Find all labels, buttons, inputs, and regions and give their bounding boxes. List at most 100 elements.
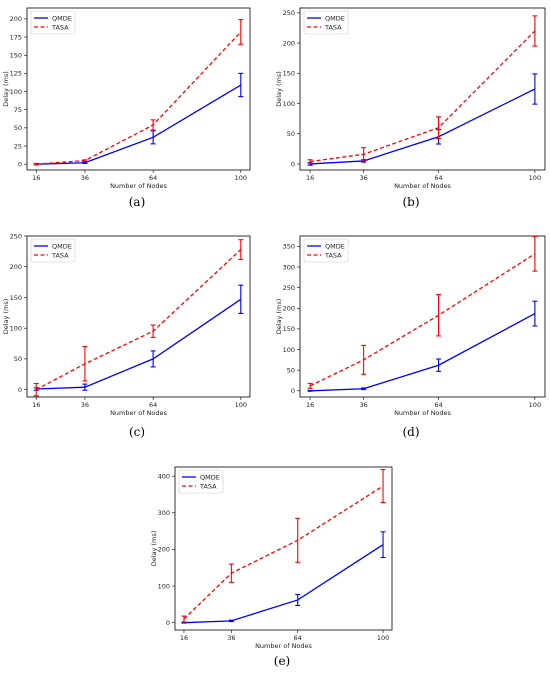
legend-label-qmde: QMDE [325, 14, 345, 22]
error-bar-tasa [436, 294, 442, 337]
error-bar-qmde [82, 383, 88, 391]
x-axis-label: Number of Nodes [110, 409, 167, 417]
y-axis-label: Delay (ms) [275, 71, 283, 107]
y-tick-label: 175 [10, 33, 22, 41]
y-tick-label: 300 [283, 263, 295, 271]
error-bar-qmde [380, 531, 386, 559]
x-tick-label: 64 [149, 174, 157, 182]
series-line-tasa [310, 30, 536, 163]
legend-box [30, 10, 76, 35]
y-axis-label: Delay (ms) [275, 299, 283, 335]
plot-frame [26, 7, 251, 171]
y-tick-label: 0 [166, 619, 170, 627]
x-tick-label: 36 [359, 401, 367, 409]
x-tick-label: 36 [81, 401, 89, 409]
x-tick-label: 16 [32, 401, 40, 409]
series-line-tasa [36, 31, 242, 165]
error-bar-tasa [150, 324, 156, 338]
error-bar-tasa [181, 615, 187, 623]
x-tick-label: 100 [235, 401, 247, 409]
y-tick-label: 350 [283, 243, 295, 251]
chart-panel-4: 0 100 200 300 400 16 36 64 100 Number of Nodes Del… [150, 466, 393, 668]
series-line-tasa [309, 253, 536, 387]
error-bar-qmde [361, 387, 367, 391]
series-line-qmde [36, 84, 242, 165]
x-tick-label: 100 [529, 174, 541, 182]
error-bar-tasa [33, 162, 39, 166]
x-axis-label: Number of Nodes [110, 182, 167, 190]
x-tick-label: 36 [359, 174, 367, 182]
y-tick-label: 25 [14, 142, 22, 150]
y-tick-label: 50 [287, 130, 295, 138]
error-bar-tasa [295, 517, 301, 563]
series-line-tasa [35, 249, 242, 391]
error-bar-tasa [307, 382, 313, 389]
error-bar-tasa [436, 116, 442, 140]
y-tick-label: 250 [283, 9, 295, 17]
chart-panel-1: 0 50 100 150 200 250 16 36 64 100 Number of Nodes D… [275, 7, 546, 209]
error-bar-tasa [380, 469, 386, 504]
error-bar-qmde [307, 389, 313, 392]
y-axis-label: Delay (ms) [2, 71, 10, 107]
y-tick-label: 50 [14, 124, 22, 132]
y-tick-label: 0 [18, 386, 22, 394]
error-bar-tasa [82, 159, 88, 162]
legend-label-tasa: TASA [51, 251, 69, 259]
error-bar-qmde [150, 350, 156, 368]
y-tick-label: 200 [10, 15, 22, 23]
y-tick-label: 100 [283, 100, 295, 108]
chart-panel-2: 0 50 100 150 200 250 16 36 64 100 Number of Nodes D… [2, 232, 251, 439]
x-tick-label: 16 [32, 174, 40, 182]
error-bar-tasa [150, 119, 156, 131]
y-tick-label: 100 [10, 88, 22, 96]
y-tick-label: 150 [10, 52, 22, 60]
error-bar-tasa [361, 147, 367, 162]
legend-box [303, 238, 349, 263]
series-line-tasa [183, 485, 384, 620]
error-bar-qmde [295, 593, 301, 607]
y-tick-label: 400 [158, 472, 170, 480]
y-tick-label: 0 [18, 160, 22, 168]
y-axis-label: Delay (ms) [150, 531, 158, 567]
error-bar-qmde [150, 130, 156, 145]
y-tick-label: 100 [10, 324, 22, 332]
legend-label-qmde: QMDE [325, 242, 345, 250]
y-tick-label: 150 [283, 325, 295, 333]
y-tick-label: 200 [283, 39, 295, 47]
plot-frame [299, 235, 546, 398]
x-tick-label: 64 [434, 174, 442, 182]
plot-frame [26, 235, 251, 398]
legend-label-tasa: TASA [324, 23, 342, 31]
y-tick-label: 150 [10, 294, 22, 302]
x-tick-label: 64 [294, 634, 302, 642]
error-bar-qmde [238, 72, 244, 98]
legend-label-qmde: QMDE [200, 473, 220, 481]
legend-box [30, 238, 76, 263]
series-line-qmde [36, 298, 242, 390]
error-bar-tasa [532, 235, 538, 272]
panel-caption: (a) [129, 195, 146, 209]
y-tick-label: 200 [283, 305, 295, 313]
error-bar-tasa [228, 563, 234, 583]
error-bar-tasa [307, 159, 313, 164]
y-tick-label: 250 [10, 232, 22, 240]
y-axis-label: Delay (ms) [2, 299, 10, 335]
y-tick-label: 150 [283, 70, 295, 78]
error-bar-qmde [82, 161, 88, 165]
x-tick-label: 100 [529, 401, 541, 409]
y-tick-label: 0 [291, 160, 295, 168]
y-tick-label: 300 [158, 509, 170, 517]
y-tick-label: 200 [158, 546, 170, 554]
legend-label-qmde: QMDE [52, 14, 72, 22]
chart-panel-3: 0 50 100 150 200 250 300 350 16 36 64 100 Number of … [275, 235, 546, 439]
y-tick-label: 100 [283, 346, 295, 354]
x-tick-label: 100 [377, 634, 389, 642]
x-axis-label: Number of Nodes [394, 182, 451, 190]
error-bar-tasa [33, 382, 39, 397]
error-bar-qmde [532, 300, 538, 327]
